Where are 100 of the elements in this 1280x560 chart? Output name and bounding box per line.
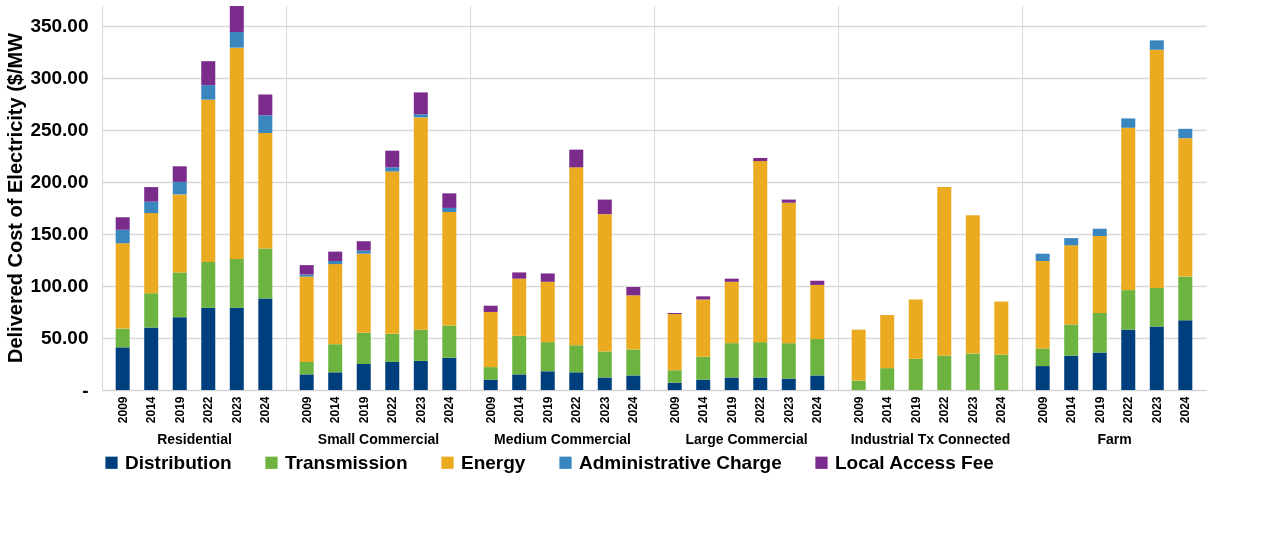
bar <box>172 317 187 390</box>
bar <box>569 149 584 168</box>
bar <box>356 250 371 254</box>
bar <box>413 360 428 390</box>
bar <box>299 265 314 275</box>
bar <box>328 260 343 265</box>
bar <box>413 117 428 330</box>
x-tick-label: 2023 <box>781 396 796 424</box>
y-tick-label: 250.00 <box>30 119 89 141</box>
bar <box>413 114 428 118</box>
bar <box>172 181 187 195</box>
bar <box>880 368 895 390</box>
bar <box>724 278 739 282</box>
x-tick-label: 2022 <box>937 396 952 424</box>
bar <box>569 345 584 373</box>
y-axis-title: Delivered Cost of Electricity ($/MW <box>4 32 27 364</box>
bar <box>483 367 498 380</box>
x-tick-label: 2024 <box>626 396 641 424</box>
bar <box>1149 326 1164 390</box>
x-tick-label: 2022 <box>569 396 584 424</box>
bar <box>144 213 159 294</box>
y-tick-label: - <box>82 379 89 401</box>
bar <box>483 305 498 312</box>
bar <box>299 274 314 277</box>
bar <box>597 199 612 215</box>
bar <box>667 382 682 390</box>
bar <box>229 47 244 259</box>
bar <box>540 371 555 390</box>
y-tick-label: 50.00 <box>40 327 89 349</box>
bar <box>696 379 711 390</box>
bar <box>258 298 273 390</box>
bar <box>810 280 825 285</box>
bar <box>597 214 612 352</box>
bar <box>810 284 825 340</box>
bar <box>413 329 428 361</box>
bar <box>1178 320 1193 390</box>
bar <box>908 358 923 390</box>
bar <box>328 264 343 345</box>
bar <box>512 374 527 390</box>
bar <box>201 99 216 263</box>
x-tick-label: 2022 <box>1121 396 1136 424</box>
x-tick-label: 2023 <box>597 396 612 424</box>
bar <box>1149 288 1164 327</box>
bar <box>569 167 584 346</box>
x-tick-label: 2019 <box>724 396 739 424</box>
bar <box>385 361 400 390</box>
x-tick-label: 2009 <box>483 396 498 424</box>
bar <box>201 262 216 308</box>
bar <box>626 375 641 390</box>
bar <box>597 351 612 378</box>
bar <box>144 187 159 202</box>
bar <box>994 301 1009 355</box>
bar <box>626 286 641 296</box>
legend-label: Administrative Charge <box>579 451 782 473</box>
x-tick-label: 2009 <box>299 396 314 424</box>
bar <box>1178 276 1193 321</box>
bar <box>1178 138 1193 277</box>
bar <box>724 343 739 378</box>
bar <box>258 94 273 116</box>
bar <box>258 248 273 299</box>
bar <box>1035 253 1050 261</box>
bar <box>753 157 768 162</box>
legend-label: Local Access Fee <box>835 451 994 473</box>
bar <box>880 315 895 369</box>
bar <box>1064 355 1079 390</box>
bar <box>229 258 244 308</box>
x-tick-label: 2022 <box>385 396 400 424</box>
bar <box>172 166 187 182</box>
bar <box>724 377 739 390</box>
bar <box>229 32 244 48</box>
bar <box>667 314 682 371</box>
bar <box>540 342 555 372</box>
bar <box>328 344 343 373</box>
bar <box>442 207 457 213</box>
bar <box>115 217 130 230</box>
x-tick-label: 2023 <box>229 396 244 424</box>
bar <box>299 361 314 375</box>
bar <box>1178 128 1193 139</box>
x-tick-label: 2019 <box>540 396 555 424</box>
bar <box>851 329 866 381</box>
x-tick-label: 2014 <box>696 396 711 424</box>
bar <box>626 349 641 376</box>
bar <box>810 375 825 390</box>
bar <box>299 276 314 362</box>
y-tick-label: 350.00 <box>30 15 89 37</box>
bar <box>1035 366 1050 390</box>
bar <box>229 307 244 390</box>
bar <box>597 377 612 390</box>
x-tick-label: 2009 <box>115 396 130 424</box>
x-tick-label: 2014 <box>512 396 527 424</box>
y-tick-label: 200.00 <box>30 171 89 193</box>
bar <box>696 299 711 357</box>
bar <box>356 241 371 251</box>
bar <box>753 161 768 343</box>
bar <box>781 378 796 390</box>
legend-label: Energy <box>461 451 526 473</box>
bar <box>229 6 244 33</box>
x-tick-label: 2023 <box>1149 396 1164 424</box>
x-tick-label: 2014 <box>328 396 343 424</box>
bar <box>937 187 952 356</box>
